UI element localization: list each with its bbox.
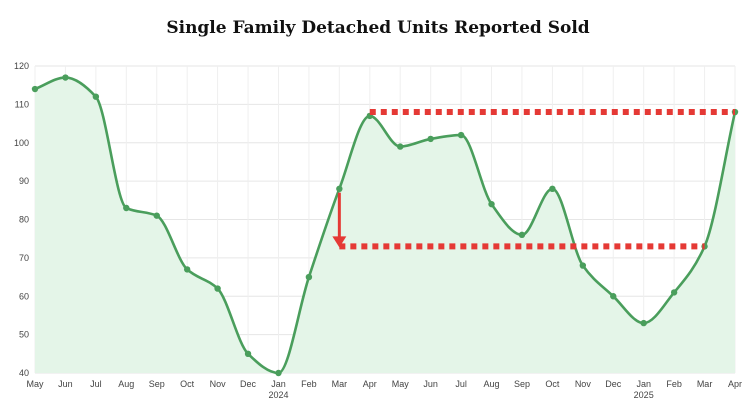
x-tick-label: Jun <box>58 379 73 389</box>
x-tick-label: May <box>26 379 44 389</box>
data-point <box>549 185 556 192</box>
data-point <box>214 285 221 292</box>
x-tick-label: Mar <box>697 379 713 389</box>
data-point <box>640 319 647 327</box>
data-point <box>670 289 678 296</box>
data-point <box>153 212 160 219</box>
y-tick-label: 50 <box>19 330 29 340</box>
y-tick-label: 110 <box>15 99 29 109</box>
data-point <box>31 85 39 93</box>
x-tick-label: Jun <box>423 379 438 389</box>
y-tick-label: 90 <box>19 176 29 186</box>
x-year-label: 2025 <box>634 390 654 400</box>
data-point <box>579 262 587 269</box>
x-tick-label: Oct <box>180 379 195 389</box>
x-tick-label: Oct <box>545 379 560 389</box>
x-tick-label: May <box>392 379 410 389</box>
data-point <box>457 131 465 139</box>
x-tick-label: Apr <box>363 379 377 389</box>
x-tick-label: Aug <box>484 379 500 389</box>
x-tick-label: Jan <box>636 379 651 389</box>
data-point <box>488 200 495 208</box>
x-tick-label: Sep <box>149 379 165 389</box>
x-tick-label: Apr <box>728 379 742 389</box>
x-year-label: 2024 <box>268 390 288 400</box>
x-tick-label: Feb <box>301 379 317 389</box>
x-tick-label: Mar <box>332 379 348 389</box>
y-tick-label: 120 <box>14 61 29 71</box>
x-tick-label: Nov <box>210 379 227 389</box>
data-point <box>610 293 617 300</box>
annotation-arrow-head <box>332 236 347 248</box>
data-point <box>62 74 69 81</box>
y-tick-label: 70 <box>19 253 29 263</box>
data-point <box>244 350 252 358</box>
x-tick-label: Dec <box>605 379 622 389</box>
x-tick-label: Sep <box>514 379 530 389</box>
data-point <box>397 143 404 150</box>
data-point <box>305 273 313 281</box>
x-tick-label: Nov <box>575 379 592 389</box>
x-tick-label: Jan <box>271 379 286 389</box>
data-point <box>92 93 100 100</box>
series-area <box>35 77 735 373</box>
chart-title: Single Family Detached Units Reported So… <box>166 18 590 38</box>
x-tick-label: Dec <box>240 379 257 389</box>
x-tick-label: Feb <box>666 379 682 389</box>
data-point <box>427 135 434 143</box>
x-tick-label: Jul <box>455 379 467 389</box>
data-point <box>183 266 191 273</box>
data-point <box>518 231 526 239</box>
x-tick-label: Aug <box>118 379 134 389</box>
data-point <box>336 185 343 192</box>
y-tick-label: 40 <box>19 368 29 378</box>
x-tick-label: Jul <box>90 379 102 389</box>
data-point <box>275 369 282 377</box>
series-line <box>34 76 737 375</box>
data-point <box>123 204 130 212</box>
y-tick-label: 80 <box>19 215 29 225</box>
y-tick-label: 100 <box>14 138 29 148</box>
y-tick-label: 60 <box>19 291 29 301</box>
